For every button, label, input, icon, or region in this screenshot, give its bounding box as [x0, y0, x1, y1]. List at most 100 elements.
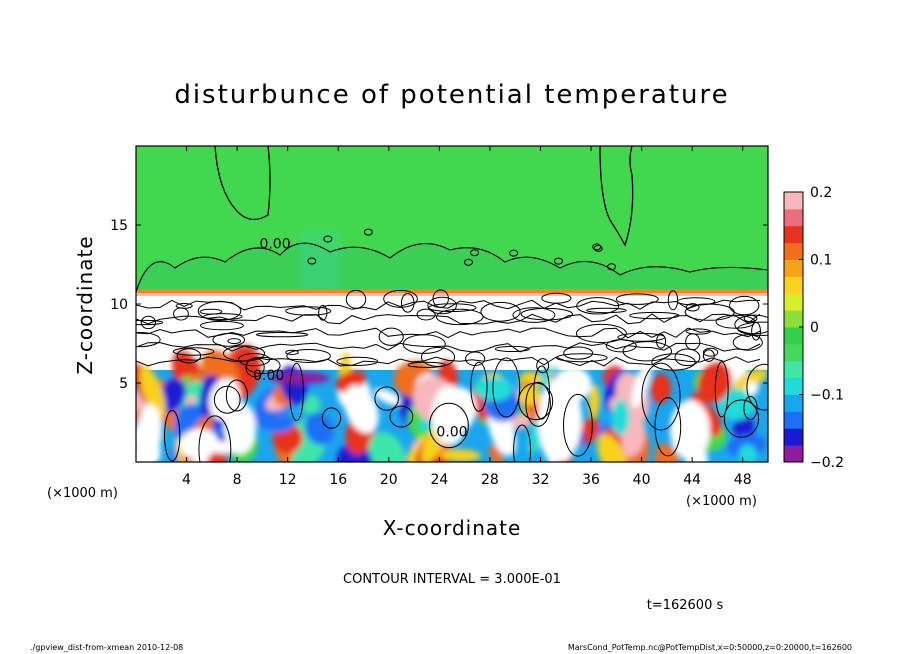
- x-tick-label: 36: [582, 472, 600, 488]
- lower-blob: [344, 385, 379, 434]
- colorbar-swatch: [784, 293, 803, 311]
- y-tick-label: 5: [119, 376, 128, 392]
- contour-loop: [286, 349, 331, 363]
- contour-line: [136, 313, 761, 325]
- contour-line: [136, 356, 761, 367]
- colorbar-tick-label: 0.2: [810, 185, 832, 201]
- contour-loop-upper: [593, 244, 603, 252]
- contour-lines: [136, 228, 768, 462]
- colorbar: [784, 192, 803, 463]
- contour-loop: [199, 308, 223, 315]
- contour-loop-lower: [492, 357, 521, 418]
- contour-loop-lower: [723, 399, 760, 438]
- contour-labels: 0.00 0.00 0.00: [253, 237, 467, 441]
- contour-loop-lower: [164, 409, 181, 462]
- contour-loop: [255, 332, 309, 338]
- white-plume: [432, 385, 468, 445]
- contour-loop-lower: [654, 397, 682, 457]
- colorbar-swatch: [784, 343, 803, 362]
- lower-blob: [136, 449, 153, 462]
- lower-blob: [139, 365, 166, 418]
- colorbar-swatch: [784, 208, 803, 227]
- y-axis-label: Z-coordinate: [73, 235, 97, 374]
- contour-loop: [172, 347, 215, 356]
- lower-blob: [264, 415, 295, 433]
- lower-blob: [191, 438, 209, 462]
- lower-blob: [745, 381, 759, 395]
- x-tick-label: 40: [633, 472, 651, 488]
- x-tick-label: 8: [233, 472, 242, 488]
- contour-loop: [737, 321, 768, 336]
- contour-label: 0.00: [253, 368, 284, 384]
- white-plume: [538, 378, 582, 462]
- upper-layer-shading: [136, 241, 768, 292]
- contour-loop: [617, 332, 666, 342]
- contour-line: [136, 342, 761, 353]
- contour-label: 0.00: [436, 425, 467, 441]
- x-unit-label: (×1000 m): [686, 494, 757, 509]
- white-plume: [138, 404, 162, 456]
- lower-blob: [650, 373, 672, 404]
- x-tick-label: 48: [734, 472, 752, 488]
- plot-field: [136, 146, 768, 462]
- contour-loop: [245, 356, 281, 375]
- y-tick-label: 15: [110, 218, 128, 234]
- contour-loop-lower: [533, 365, 550, 420]
- colorbar-swatch: [784, 377, 803, 395]
- contour-loop-lower: [525, 381, 551, 427]
- contour-loop: [674, 348, 701, 367]
- contour-loop: [751, 321, 761, 341]
- x-tick-label: 16: [329, 472, 347, 488]
- contour-loop-lower: [428, 402, 469, 449]
- y-tick-label: 10: [110, 297, 128, 313]
- contour-loop: [227, 338, 242, 345]
- contour-loop-lower: [213, 385, 241, 414]
- contour-loop-upper: [470, 249, 480, 257]
- boundary-stripe: [136, 289, 768, 293]
- contour-loop-lower: [518, 382, 554, 421]
- colorbar-swatch: [784, 411, 803, 429]
- contour-loop: [383, 289, 418, 308]
- contour-loop: [615, 293, 659, 305]
- contour-loop: [407, 361, 446, 368]
- chart-title: disturbunce of potential temperature: [174, 80, 729, 110]
- colorbar-swatch: [784, 259, 803, 277]
- x-tick-label: 12: [279, 472, 297, 488]
- lower-blob: [374, 388, 401, 406]
- lower-blob: [733, 369, 768, 390]
- white-plume: [224, 402, 256, 454]
- colorbar-tick-label: −0.2: [810, 455, 844, 471]
- contour-loop-lower: [746, 363, 768, 411]
- contour-loop-upper: [307, 257, 317, 265]
- contour-loop-lower: [641, 362, 681, 431]
- contour-loop-lower: [321, 407, 342, 429]
- y-axis: 5 10 15: [110, 218, 768, 392]
- contour-loop: [480, 301, 521, 322]
- footer-right: MarsCond_PotTemp.nc@PotTempDist,x=0:5000…: [568, 643, 852, 652]
- contour-loop: [563, 346, 594, 360]
- lower-blob: [475, 376, 513, 402]
- contour-loop-upper: [509, 249, 519, 257]
- lower-blob: [368, 432, 405, 462]
- white-plume: [670, 400, 710, 460]
- contour-loop: [655, 333, 667, 349]
- contour-loop: [378, 327, 404, 346]
- purple-patch: [270, 372, 330, 384]
- x-tick-label: 20: [380, 472, 398, 488]
- contour-line: [136, 327, 761, 339]
- colorbar-swatch: [784, 360, 803, 379]
- colorbar-swatch: [784, 394, 803, 412]
- lower-blob: [739, 444, 757, 462]
- contour-loop: [176, 348, 202, 364]
- contour-loop-lower: [389, 405, 414, 428]
- contour-line: [136, 299, 760, 311]
- contour-loop-lower: [743, 395, 758, 421]
- colorbar-swatch: [784, 242, 803, 260]
- lower-blob: [631, 360, 652, 408]
- contour-loop: [575, 323, 627, 343]
- colorbar-tick-label: 0: [810, 320, 819, 336]
- contour-loop: [285, 349, 299, 355]
- contour-loop-upper: [592, 243, 602, 251]
- contour-loop-lower: [562, 393, 593, 457]
